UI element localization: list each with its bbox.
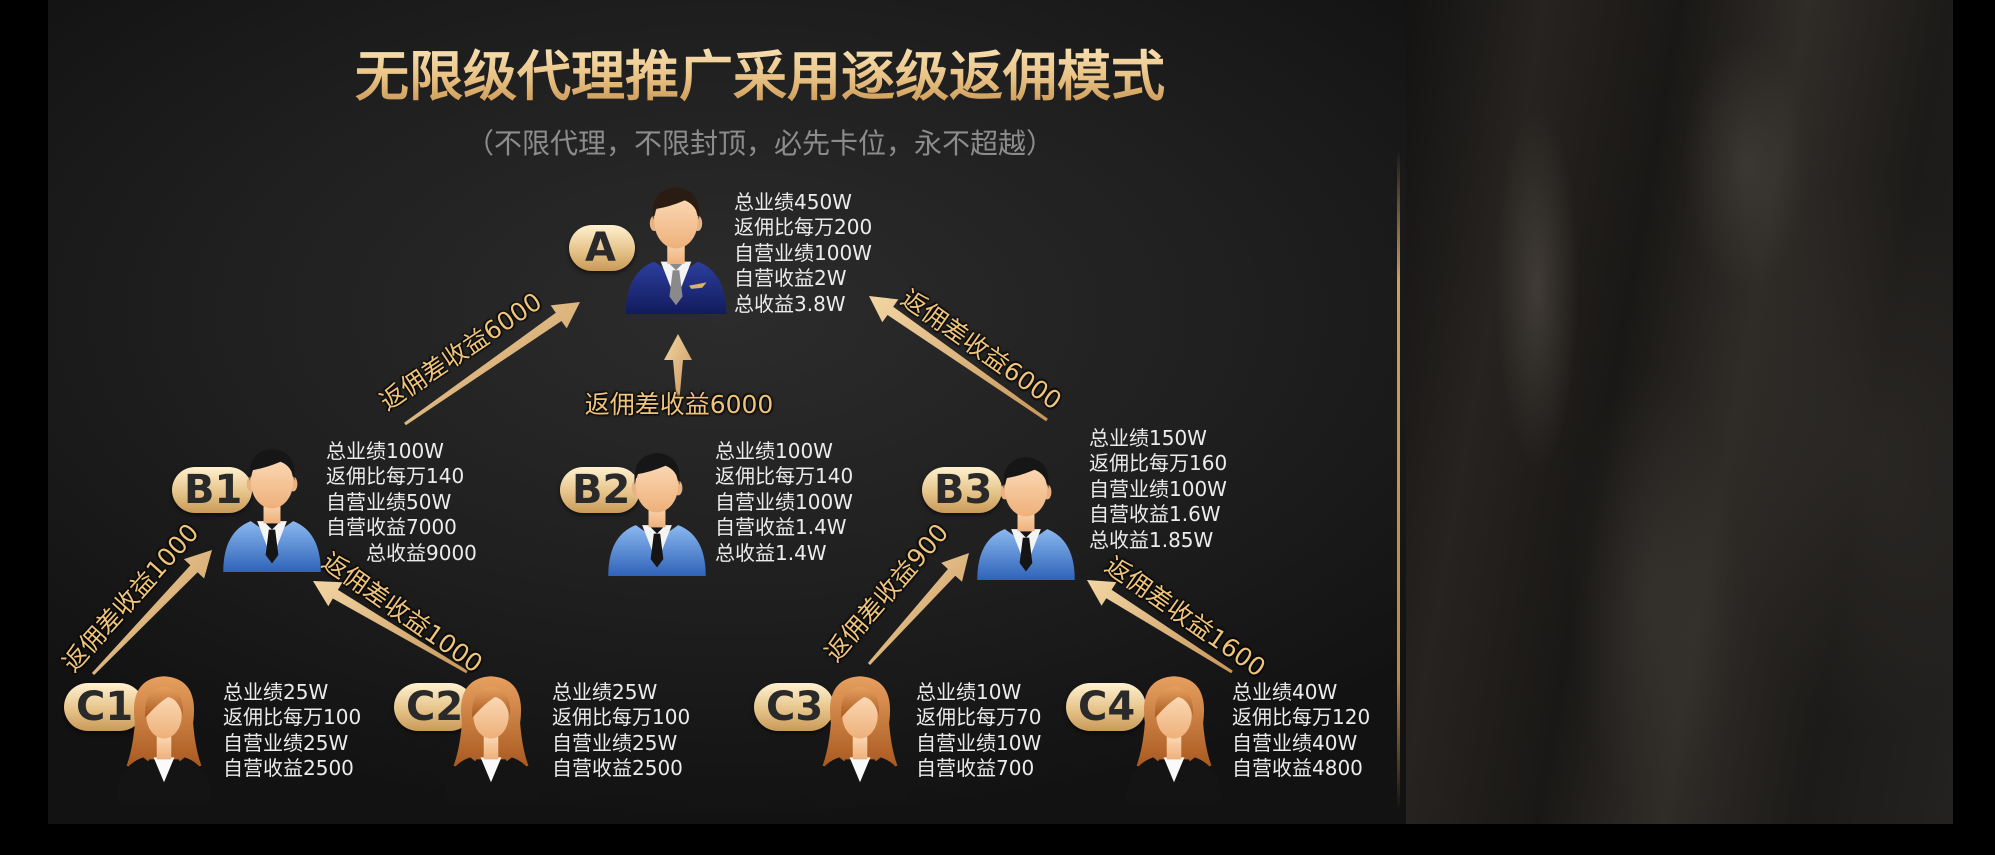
businesswoman-icon [808,659,912,801]
own-performance-stat: 自营业绩100W [1089,476,1227,501]
arrow-c2-to-b1 [313,581,468,674]
page-title: 无限级代理推广采用逐级返佣模式 [330,42,1190,112]
own-income-stat: 自营收益2500 [552,756,683,781]
node-c3-badge: C3 [754,683,834,731]
node-a-badge: A [569,225,635,271]
node-b1-badge: B1 [172,467,252,513]
own-performance-stat: 自营业绩10W [916,730,1042,755]
background-texture-panel [1406,0,1953,824]
node-b3-badge: B3 [922,467,1002,513]
arrow-b2-to-a [664,334,692,398]
node-c3-stats: 总业绩10W 返佣比每万70 自营业绩10W 自营收益700 [916,680,1041,782]
businessman-icon [219,432,325,572]
node-c1-badge: C1 [64,683,144,731]
commission-rate-stat: 返佣比每万100 [223,705,362,730]
own-income-stat: 自营收益1.4W [715,515,847,540]
own-income-stat: 自营收益2500 [223,756,354,781]
node-c4-badge: C4 [1066,683,1146,731]
node-c2-badge: C2 [394,683,474,731]
own-income-stat: 自营收益7000 [326,515,457,540]
arrow-c4-to-b3 [1087,580,1233,674]
arrow-c3-to-b3 [867,553,969,665]
own-performance-stat: 自营业绩100W [734,240,872,265]
own-performance-stat: 自营业绩50W [326,489,452,514]
total-performance-stat: 总业绩100W [715,439,833,463]
arrow-b1-to-a [404,302,580,426]
total-performance-stat: 总业绩25W [552,680,658,704]
own-income-stat: 自营收益1.6W [1089,502,1221,527]
total-performance-stat: 总业绩150W [1089,426,1207,450]
own-income-stat: 自营收益2W [734,266,847,291]
commission-rate-stat: 返佣比每万100 [552,705,691,730]
commission-rate-stat: 返佣比每万140 [715,464,854,489]
businesswoman-icon [1122,659,1226,801]
businessman-icon [604,436,710,576]
total-performance-stat: 总业绩10W [916,680,1022,704]
total-performance-stat: 总业绩40W [1232,680,1338,704]
own-performance-stat: 自营业绩25W [223,730,349,755]
commission-rate-stat: 返佣比每万200 [734,215,873,240]
own-income-stat: 自营收益4800 [1232,756,1363,781]
own-performance-stat: 自营业绩25W [552,730,678,755]
node-b3-stats: 总业绩150W 返佣比每万160 自营业绩100W 自营收益1.6W 总收益1.… [1089,426,1227,553]
node-b1-stats: 总业绩100W 返佣比每万140 自营业绩50W 自营收益7000 总收益900… [326,439,477,566]
own-performance-stat: 自营业绩100W [715,489,853,514]
businesswoman-icon [112,659,216,801]
businessman-icon [973,440,1079,580]
total-performance-stat: 总业绩25W [223,680,329,704]
businessman-icon [617,172,735,314]
total-income-stat: 总收益1.4W [715,540,827,565]
arrow-label-b2-to-a: 返佣差收益6000 [584,390,774,419]
total-performance-stat: 总业绩100W [326,439,444,463]
own-performance-stat: 自营业绩40W [1232,730,1358,755]
commission-rate-stat: 返佣比每万70 [916,705,1042,730]
node-c2-stats: 总业绩25W 返佣比每万100 自营业绩25W 自营收益2500 [552,680,690,782]
commission-rate-stat: 返佣比每万160 [1089,451,1228,476]
node-c4-stats: 总业绩40W 返佣比每万120 自营业绩40W 自营收益4800 [1232,680,1370,782]
arrow-b3-to-a [869,296,1048,422]
commission-rate-stat: 返佣比每万140 [326,464,465,489]
node-c1-stats: 总业绩25W 返佣比每万100 自营业绩25W 自营收益2500 [223,680,361,782]
node-b2-badge: B2 [560,467,640,513]
total-income-stat: 总收益9000 [366,540,477,565]
own-income-stat: 自营收益700 [916,756,1035,781]
arrow-c1-to-b1 [91,550,212,675]
gold-divider [1397,150,1400,810]
total-income-stat: 总收益3.8W [734,291,846,316]
businesswoman-icon [439,659,543,801]
page-subtitle: （不限代理，不限封顶，必先卡位，永不超越） [465,127,1054,160]
node-b2-stats: 总业绩100W 返佣比每万140 自营业绩100W 自营收益1.4W 总收益1.… [715,439,853,566]
commission-rate-stat: 返佣比每万120 [1232,705,1371,730]
total-performance-stat: 总业绩450W [734,190,852,214]
node-a-stats: 总业绩450W 返佣比每万200 自营业绩100W 自营收益2W 总收益3.8W [734,190,872,317]
total-income-stat: 总收益1.85W [1089,527,1214,552]
